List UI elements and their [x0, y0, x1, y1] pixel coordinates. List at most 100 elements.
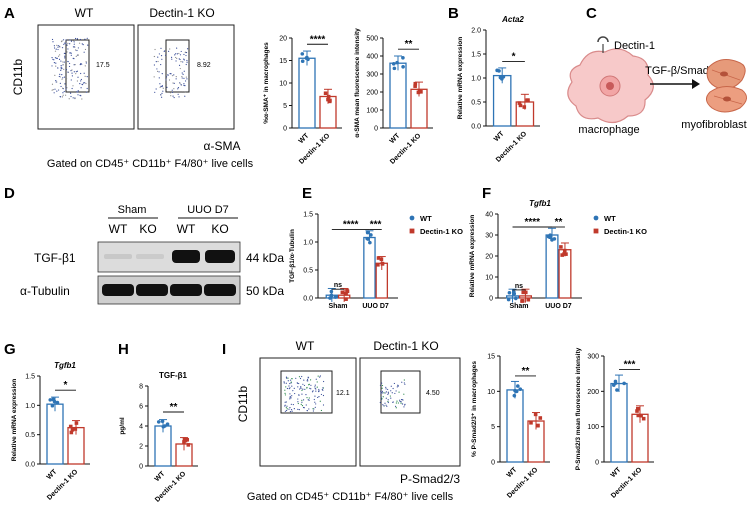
bar-wt-point [300, 59, 305, 63]
event-dot [403, 379, 405, 381]
event-dot [57, 46, 59, 48]
event-dot [65, 88, 67, 90]
event-dot [165, 83, 168, 85]
flow-i-x-axis-label: P-Smad2/3 [400, 472, 460, 486]
dectin-1-label: Dectin-1 [614, 40, 655, 52]
event-dot [380, 390, 382, 392]
event-dot [287, 380, 289, 382]
event-dot [66, 51, 68, 53]
event-dot [68, 65, 71, 68]
event-dot [314, 387, 316, 390]
event-dot [385, 391, 387, 393]
event-dot [399, 400, 401, 403]
event-dot [87, 44, 89, 46]
significance-label: **** [524, 217, 540, 228]
macrophage-core [606, 82, 614, 90]
event-dot [320, 393, 323, 396]
event-dot [403, 382, 405, 384]
y-tick-label: 0 [283, 126, 287, 133]
event-dot [175, 78, 177, 80]
event-dot [57, 67, 59, 69]
event-dot [60, 85, 62, 88]
x-tick-label: WT [154, 470, 167, 483]
event-dot [182, 61, 184, 63]
panel-letter-b: B [448, 5, 459, 22]
event-dot [302, 383, 304, 385]
event-dot [311, 391, 314, 393]
flow-a-y-axis-label: CD11b [11, 58, 25, 95]
event-dot [69, 52, 71, 54]
event-dot [307, 377, 310, 379]
bar-ko-point [73, 427, 78, 431]
event-dot [300, 403, 302, 406]
event-dot [319, 375, 322, 377]
event-dot [73, 71, 75, 73]
event-dot [283, 382, 285, 384]
y-axis-label: Relative mRNA expression [469, 215, 476, 298]
event-dot [310, 384, 312, 386]
event-dot [381, 398, 383, 400]
bar-ko-point [533, 412, 538, 417]
event-dot [391, 392, 393, 394]
event-dot [285, 407, 287, 409]
event-dot [53, 62, 56, 64]
event-dot [160, 47, 162, 49]
bar-sham-ko-point [345, 289, 350, 294]
event-dot [186, 59, 188, 62]
significance-label: *** [624, 360, 636, 371]
event-dot [60, 64, 62, 67]
bar-uuo-d7-ko-point [560, 253, 564, 257]
event-dot [297, 382, 299, 384]
significance-label: ns [515, 283, 523, 290]
event-dot [288, 385, 290, 387]
event-dot [182, 73, 184, 75]
event-dot [291, 410, 293, 412]
event-dot [303, 384, 306, 387]
event-dot [174, 56, 177, 59]
bar-ko-point [323, 91, 328, 96]
bar-ko-point [525, 98, 529, 102]
blot-row-tgfb1: TGF-β1 [34, 251, 76, 265]
event-dot [308, 408, 310, 410]
event-dot [85, 82, 87, 85]
event-dot [317, 375, 319, 377]
event-dot [301, 405, 304, 407]
bar-wt-point [501, 75, 506, 79]
bar-sham-ko-point [340, 290, 345, 295]
chart-i-mfi: 0 100 200 300 P-Smad2/3 mean fluorescence in… [575, 347, 654, 500]
event-dot [51, 56, 53, 59]
event-dot [284, 392, 286, 394]
event-dot [64, 83, 66, 85]
bar-wt-point [611, 383, 616, 387]
event-dot [292, 403, 294, 406]
significance-label: ** [522, 366, 530, 377]
event-dot [170, 73, 172, 75]
bar-uuo-d7-wt [363, 236, 376, 299]
event-dot [59, 95, 61, 98]
bar-uuo-d7-ko-point [559, 245, 563, 249]
event-dot [315, 378, 317, 380]
event-dot [299, 377, 302, 380]
flow-i-ko-frame [359, 357, 461, 467]
event-dot [288, 408, 290, 410]
event-dot [174, 54, 176, 56]
bar-ko-point [68, 424, 73, 429]
x-tick-label: UUO D7 [362, 303, 389, 310]
event-dot [397, 402, 399, 404]
event-dot [322, 404, 325, 406]
event-dot [53, 47, 56, 49]
event-dot [285, 382, 287, 384]
flow-a-wt-frame [37, 24, 135, 130]
bar-ko-point [186, 443, 191, 447]
y-tick-label: 200 [587, 389, 599, 396]
y-tick-label: 1.5 [471, 52, 481, 59]
event-dot [164, 54, 167, 56]
event-dot [73, 64, 75, 66]
event-dot [77, 90, 79, 92]
event-dot [390, 397, 392, 399]
blot-group-sham: Sham [118, 204, 147, 216]
event-dot [298, 382, 300, 385]
event-dot [385, 388, 387, 390]
event-dot [53, 45, 55, 47]
